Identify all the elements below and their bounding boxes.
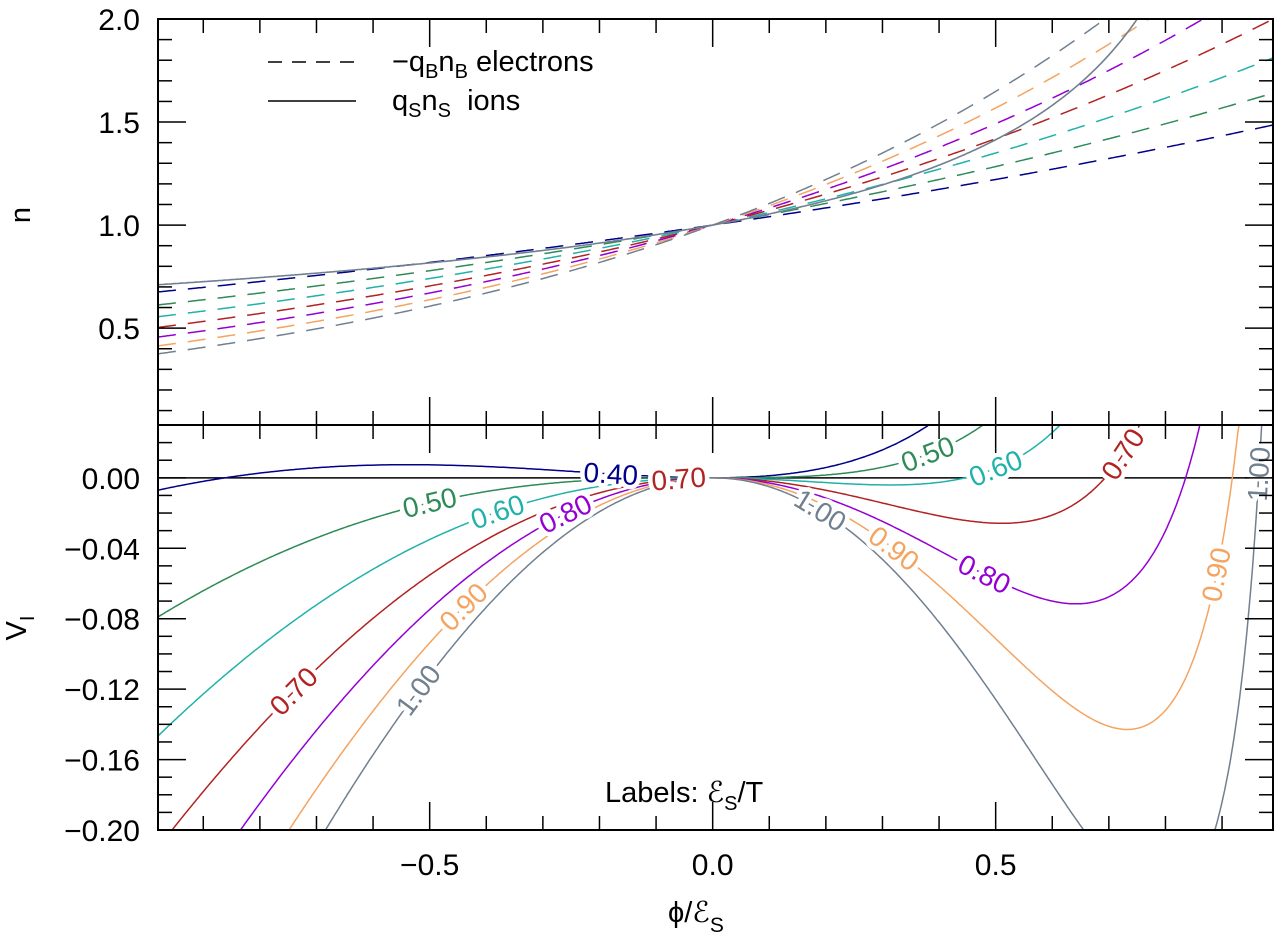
x-tick-label: −0.5 bbox=[400, 849, 459, 882]
x-axis-label: ϕ/ℰS bbox=[668, 897, 724, 937]
ion-density-line bbox=[158, 19, 1139, 286]
electron-density-line-0.5 bbox=[158, 92, 1273, 306]
electron-density-line-0.8 bbox=[158, 19, 1205, 338]
curve-label-1.00: 1.00 bbox=[1242, 446, 1275, 502]
bottom-panel-frame bbox=[157, 424, 1274, 831]
curve-label-1.00: 1.00 bbox=[390, 659, 447, 721]
labels-annotation: Labels: ℰS/T bbox=[605, 777, 764, 815]
curve-label-0.50: 0.50 bbox=[400, 481, 460, 524]
electron-density-line-0.4 bbox=[158, 124, 1273, 293]
bottom-y-tick-label: 0.00 bbox=[82, 463, 140, 496]
top-y-tick-label: 2.0 bbox=[98, 4, 140, 37]
electron-density-line-0.7 bbox=[158, 19, 1273, 329]
curve-label-1.00: 1.00 bbox=[789, 483, 852, 538]
curve-label-0.70: 0.70 bbox=[650, 462, 707, 497]
bottom-y-tick-label: −0.12 bbox=[64, 674, 140, 707]
potential-line-0.80 bbox=[239, 425, 1201, 830]
curve-label-0.40: 0.40 bbox=[583, 457, 639, 491]
axes: −0.5 0.0 0.5 0.5 1.0 1.5 2.0 0.00 −0.04 −0.08 −0.1… bbox=[64, 4, 1274, 882]
potential-line-0.50 bbox=[158, 425, 985, 618]
potential-line-1.00 bbox=[324, 425, 1263, 830]
bottom-panel-curves bbox=[158, 425, 1273, 830]
bottom-y-tick-label: −0.20 bbox=[64, 815, 140, 848]
bottom-y-tick-label: −0.04 bbox=[64, 533, 140, 566]
curve-label-0.60: 0.60 bbox=[467, 488, 529, 535]
top-panel-curves bbox=[158, 19, 1273, 355]
bottom-y-axis-label: VI bbox=[1, 616, 39, 641]
curve-label-0.80: 0.80 bbox=[953, 548, 1016, 600]
top-y-tick-label: 1.5 bbox=[98, 107, 140, 140]
bottom-y-tick-label: −0.08 bbox=[64, 604, 140, 637]
top-panel-frame bbox=[157, 18, 1274, 426]
top-y-tick-label: 0.5 bbox=[98, 313, 140, 346]
electron-density-line-0.6 bbox=[158, 57, 1273, 318]
curve-label-0.90: 0.90 bbox=[1196, 545, 1237, 605]
x-tick-label: 0.0 bbox=[692, 849, 734, 882]
legend-electrons-label: −qBnB electrons bbox=[392, 46, 594, 83]
curve-label-0.90: 0.90 bbox=[863, 520, 925, 578]
top-y-axis-label: n bbox=[5, 207, 37, 223]
legend: −qBnB electrons qSnS ions bbox=[268, 46, 594, 122]
electron-density-line-1 bbox=[158, 19, 1107, 355]
curve-label-0.50: 0.50 bbox=[897, 430, 959, 478]
legend-ions-label: qSnS ions bbox=[392, 85, 520, 122]
potential-line-0.70 bbox=[171, 425, 1141, 830]
top-y-tick-label: 1.0 bbox=[98, 210, 140, 243]
curve-label-0.70: 0.70 bbox=[1095, 423, 1151, 486]
bottom-y-tick-label: −0.16 bbox=[64, 745, 140, 778]
curve-labels: 0.400.500.500.600.600.700.700.700.800.80… bbox=[259, 423, 1275, 726]
x-tick-label: 0.5 bbox=[975, 849, 1017, 882]
electron-density-line-0.9 bbox=[158, 19, 1150, 347]
potential-line-0.90 bbox=[288, 425, 1240, 830]
